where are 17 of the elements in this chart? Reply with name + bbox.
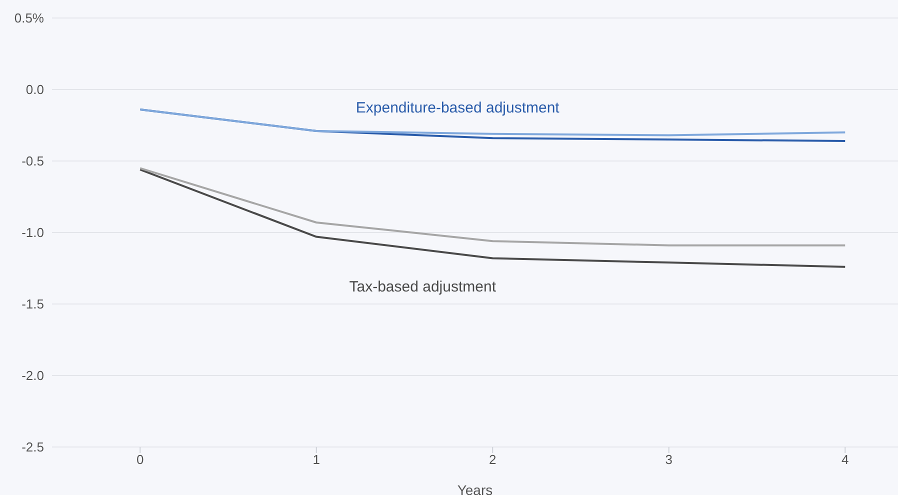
y-tick-label: -1.0 (22, 225, 44, 240)
y-tick-label: -0.5 (22, 154, 44, 169)
x-tick-label: 2 (489, 452, 496, 468)
series-label: Expenditure-based adjustment (356, 99, 560, 116)
series-label: Tax-based adjustment (349, 278, 497, 296)
y-tick-label: -2.0 (22, 368, 44, 384)
line-series (139, 167, 846, 246)
y-tick-label: -1.5 (22, 296, 44, 312)
y-tick-label: 0.5% (14, 10, 44, 26)
x-tick-label: 0 (136, 452, 144, 468)
x-axis-title: Years (457, 482, 493, 495)
line-series (139, 168, 846, 268)
x-tick-label: 3 (665, 452, 672, 468)
y-tick-label: 0.0 (26, 82, 44, 98)
x-tick-label: 4 (842, 452, 849, 468)
x-tick-label: 1 (312, 452, 320, 468)
y-tick-label: -2.5 (22, 440, 44, 455)
